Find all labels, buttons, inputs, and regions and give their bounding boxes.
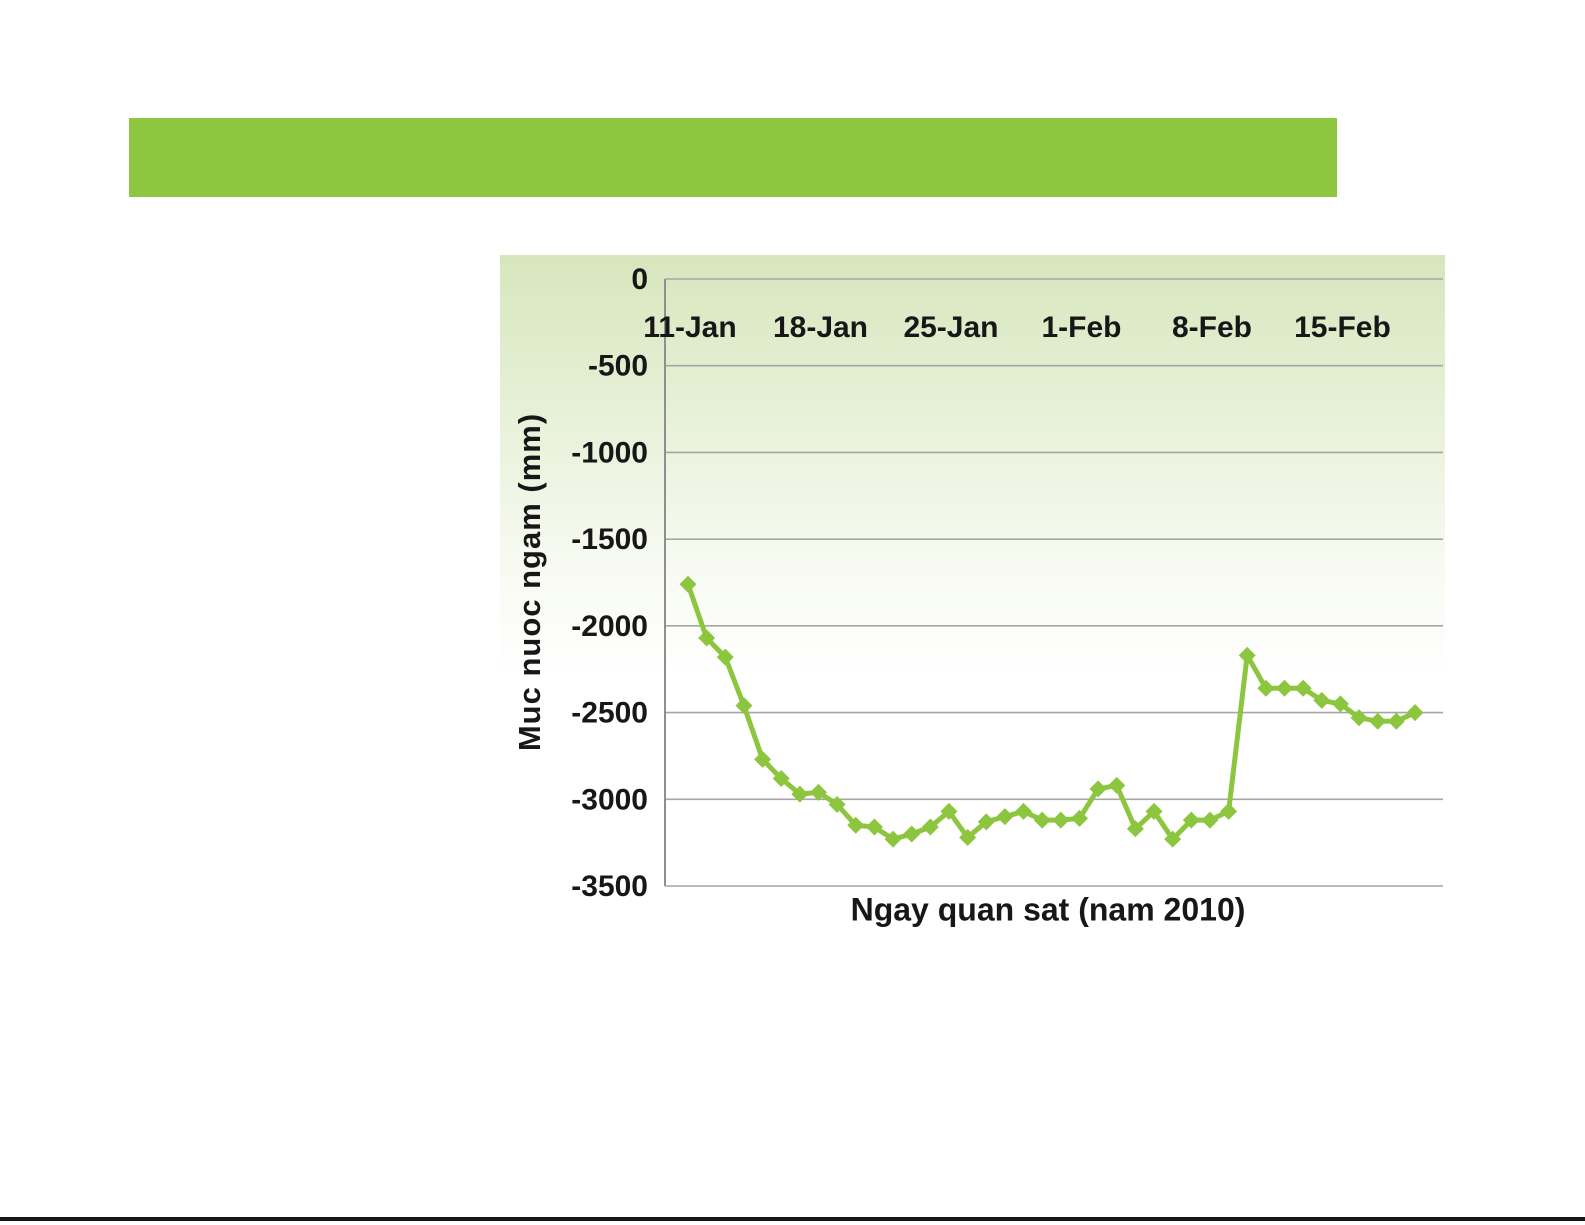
groundwater-level-chart: 0 -500 -1000 -1500 -2000 -2500 -3000 -3500 11-Ja… (500, 255, 1445, 933)
data-point-marker (1108, 776, 1126, 794)
data-point-marker (754, 750, 772, 768)
data-point-marker (1238, 646, 1256, 664)
data-point-marker (1145, 802, 1163, 820)
data-point-marker (679, 575, 697, 593)
data-point-marker (903, 825, 921, 843)
x-axis-title: Ngay quan sat (nam 2010) (850, 891, 1246, 928)
data-point-marker (1276, 679, 1294, 697)
data-point-marker (1052, 811, 1070, 829)
x-tick-label: 18-Jan (773, 311, 868, 344)
y-tick-label: -3000 (571, 783, 648, 816)
data-point-marker (1182, 811, 1200, 829)
y-tick-label: -1000 (571, 436, 648, 469)
data-point-marker (996, 808, 1014, 826)
x-tick-label: 15-Feb (1294, 311, 1391, 344)
y-tick-label: -2000 (571, 610, 648, 643)
data-point-marker (716, 648, 734, 666)
data-point-marker (791, 785, 809, 803)
data-point-marker (1070, 809, 1088, 827)
data-point-marker (1257, 679, 1275, 697)
data-point-marker (1387, 712, 1405, 730)
data-point-marker (1126, 820, 1144, 838)
y-axis-title: Muc nuoc ngam (mm) (512, 412, 547, 752)
data-point-marker (865, 818, 883, 836)
x-tick-label: 11-Jan (643, 311, 736, 344)
data-point-marker (921, 818, 939, 836)
y-tick-label: -2500 (571, 697, 648, 730)
data-point-marker (1294, 679, 1312, 697)
data-point-marker (698, 629, 716, 647)
data-point-marker (884, 830, 902, 848)
chart-plot: 0 -500 -1000 -1500 -2000 -2500 -3000 -3500 11-Ja… (571, 263, 1443, 903)
data-point-marker (772, 769, 790, 787)
x-tick-label: 25-Jan (903, 311, 998, 344)
series-line (685, 581, 1418, 842)
data-point-marker (1033, 811, 1051, 829)
data-point-marker (1201, 811, 1219, 829)
data-point-marker (828, 795, 846, 813)
y-tick-label: 0 (631, 263, 648, 296)
data-point-marker (1406, 704, 1424, 722)
data-point-marker (1164, 830, 1182, 848)
data-point-marker (735, 697, 753, 715)
y-tick-label: -500 (588, 350, 648, 383)
data-point-marker (959, 828, 977, 846)
data-point-marker (1369, 712, 1387, 730)
data-point-marker (1220, 802, 1238, 820)
data-point-marker (1313, 691, 1331, 709)
page-bottom-border (0, 1217, 1585, 1221)
data-point-marker (1089, 780, 1107, 798)
x-tick-label: 1-Feb (1041, 311, 1121, 344)
y-tick-label: -1500 (571, 523, 648, 556)
header-bar (129, 118, 1337, 197)
x-tick-label: 8-Feb (1172, 311, 1252, 344)
data-point-marker (847, 816, 865, 834)
data-point-marker (1015, 802, 1033, 820)
data-point-marker (1350, 709, 1368, 727)
y-tick-label: -3500 (571, 870, 648, 903)
data-point-marker (940, 802, 958, 820)
data-point-marker (977, 813, 995, 831)
data-point-marker (1331, 695, 1349, 713)
data-point-marker (809, 783, 827, 801)
